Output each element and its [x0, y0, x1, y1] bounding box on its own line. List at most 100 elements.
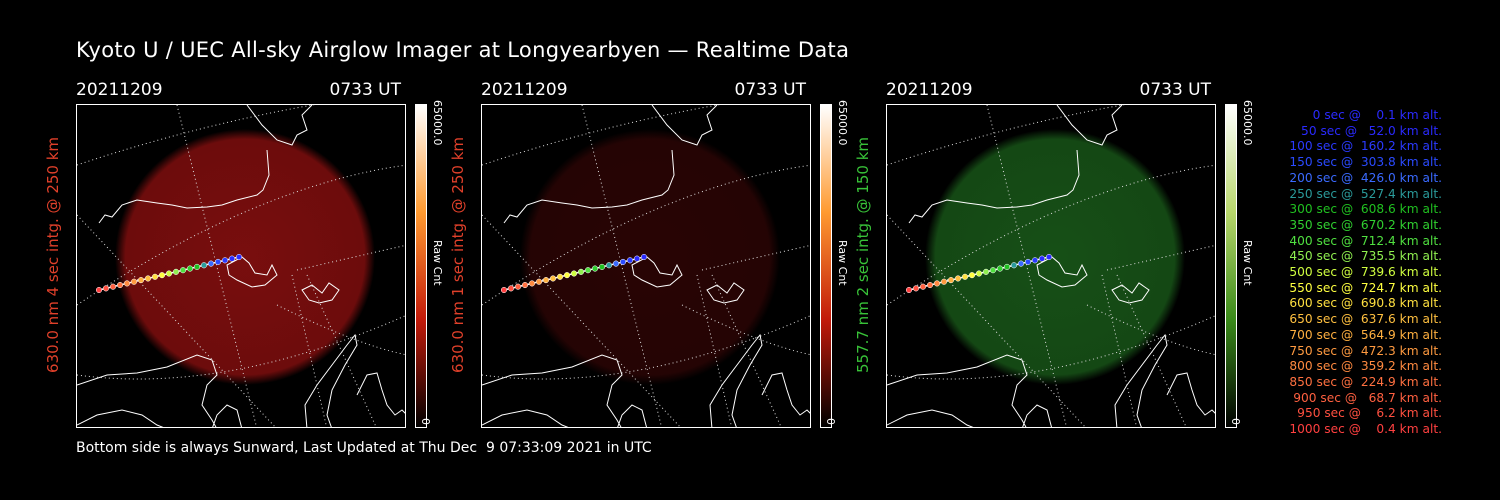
- trajectory-point: [577, 268, 585, 275]
- trajectory-point: [172, 268, 180, 275]
- trajectory-point: [1003, 263, 1011, 270]
- trajectory-point: [228, 255, 236, 262]
- legend-entry: 950 sec @ 6.2 km alt.: [1293, 406, 1442, 421]
- trajectory-point: [912, 285, 920, 292]
- trajectory-point: [200, 262, 208, 269]
- legend-entry: 850 sec @ 224.9 km alt.: [1285, 374, 1442, 389]
- trajectory-point: [570, 270, 578, 277]
- trajectory-point: [109, 283, 117, 290]
- ylabel-text: 557.7 nm 2 sec intg. @ 150 km: [854, 136, 872, 374]
- trajectory-point: [1045, 253, 1053, 261]
- trajectory-point: [633, 255, 641, 262]
- colorbar-max-label: 65000.0: [1241, 100, 1254, 146]
- colorbar: [1225, 104, 1237, 428]
- colorbar: [820, 104, 832, 428]
- trajectory-point: [605, 262, 613, 269]
- trajectory-point: [619, 258, 627, 265]
- panel-630nm-1sec: 20211209 0733 UT 630.0 nm 1 sec intg. @ …: [449, 80, 901, 430]
- legend-entry: 1000 sec @ 0.4 km alt.: [1289, 422, 1442, 437]
- trajectory-point: [1031, 257, 1039, 264]
- legend-entry: 650 sec @ 637.6 km alt.: [1285, 312, 1442, 327]
- legend-entry: 900 sec @ 68.7 km alt.: [1289, 390, 1442, 405]
- trajectory-point: [989, 267, 997, 274]
- trajectory-point: [626, 257, 634, 264]
- colorbar-max-label: 65000.0: [431, 100, 444, 146]
- trajectory-point: [137, 277, 145, 284]
- trajectory-point: [207, 260, 215, 267]
- trajectory-point: [528, 280, 536, 287]
- legend-entry: 300 sec @ 608.6 km alt.: [1285, 202, 1442, 217]
- trajectory-point: [1017, 260, 1025, 267]
- legend-entry: 100 sec @ 160.2 km alt.: [1285, 139, 1442, 154]
- legend-entry: 150 sec @ 303.8 km alt.: [1285, 155, 1442, 170]
- trajectory-point: [954, 275, 962, 282]
- trajectory-point: [116, 282, 124, 289]
- allsky-image: [481, 104, 811, 428]
- trajectory-point: [193, 263, 201, 270]
- map-overlay: [887, 105, 1215, 427]
- trajectory-point: [563, 272, 571, 279]
- legend-entry: 500 sec @ 739.6 km alt.: [1285, 265, 1442, 280]
- colorbar-min-label: 0: [824, 418, 837, 425]
- ylabel-text: 630.0 nm 4 sec intg. @ 250 km: [44, 136, 62, 374]
- trajectory-point: [933, 280, 941, 287]
- panel-time: 0733 UT: [734, 80, 807, 100]
- trajectory-point: [1010, 262, 1018, 269]
- airglow-disk: [520, 129, 780, 385]
- trajectory-point: [123, 280, 131, 287]
- trajectory-point: [221, 257, 229, 264]
- trajectory-point: [214, 258, 222, 265]
- trajectory-point: [144, 275, 152, 282]
- trajectory-point: [521, 282, 529, 289]
- trajectory-point: [179, 267, 187, 274]
- trajectory-point: [926, 282, 934, 289]
- trajectory-point: [961, 273, 969, 280]
- trajectory-point: [151, 273, 159, 280]
- trajectory-point: [186, 265, 194, 272]
- colorbar: [415, 104, 427, 428]
- panel-time: 0733 UT: [329, 80, 402, 100]
- map-overlay: [482, 105, 810, 427]
- panel-date: 20211209: [886, 80, 973, 100]
- trajectory-point: [507, 285, 515, 292]
- legend-entry: 50 sec @ 52.0 km alt.: [1293, 123, 1442, 138]
- panel-ylabel: 557.7 nm 2 sec intg. @ 150 km: [854, 105, 878, 405]
- airglow-disk: [115, 129, 375, 385]
- panel-557nm-2sec: 20211209 0733 UT 557.7 nm 2 sec intg. @ …: [854, 80, 1306, 430]
- trajectory-point: [919, 283, 927, 290]
- panel-date: 20211209: [481, 80, 568, 100]
- trajectory-point: [549, 275, 557, 282]
- trajectory-point: [940, 278, 948, 285]
- trajectory-point: [158, 272, 166, 279]
- trajectory-point: [982, 268, 990, 275]
- trajectory-point: [1038, 255, 1046, 262]
- colorbar-unit-label: Raw Cnt: [836, 240, 849, 286]
- trajectory-point: [130, 278, 138, 285]
- trajectory-point: [996, 265, 1004, 272]
- legend-entry: 700 sec @ 564.9 km alt.: [1285, 327, 1442, 342]
- trajectory-point: [514, 283, 522, 290]
- legend-entry: 200 sec @ 426.0 km alt.: [1285, 170, 1442, 185]
- ylabel-text: 630.0 nm 1 sec intg. @ 250 km: [449, 136, 467, 374]
- colorbar-min-label: 0: [419, 418, 432, 425]
- trajectory-point: [165, 270, 173, 277]
- panel-date: 20211209: [76, 80, 163, 100]
- allsky-image: [886, 104, 1216, 428]
- legend-entry: 0 sec @ 0.1 km alt.: [1301, 108, 1442, 122]
- legend-entry: 750 sec @ 472.3 km alt.: [1285, 343, 1442, 358]
- panel-630nm-4sec: 20211209 0733 UT 630.0 nm 4 sec intg. @ …: [44, 80, 496, 430]
- legend-entry: 800 sec @ 359.2 km alt.: [1285, 359, 1442, 374]
- trajectory-point: [542, 277, 550, 284]
- legend-entry: 250 sec @ 527.4 km alt.: [1285, 186, 1442, 201]
- map-overlay: [77, 105, 405, 427]
- allsky-image: [76, 104, 406, 428]
- trajectory-point: [947, 277, 955, 284]
- trajectory-point: [968, 272, 976, 279]
- trajectory-point: [535, 278, 543, 285]
- legend-entry: 350 sec @ 670.2 km alt.: [1285, 217, 1442, 232]
- trajectory-point: [95, 286, 103, 294]
- panel-time: 0733 UT: [1139, 80, 1212, 100]
- trajectory-legend: 0 sec @ 0.1 km alt. 50 sec @ 52.0 km alt…: [1286, 108, 1442, 438]
- trajectory-point: [905, 286, 913, 294]
- trajectory-point: [102, 285, 110, 292]
